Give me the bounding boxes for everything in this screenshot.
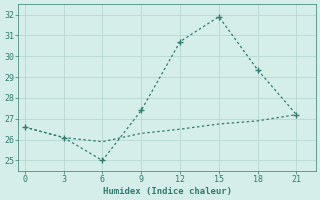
X-axis label: Humidex (Indice chaleur): Humidex (Indice chaleur) xyxy=(103,187,232,196)
